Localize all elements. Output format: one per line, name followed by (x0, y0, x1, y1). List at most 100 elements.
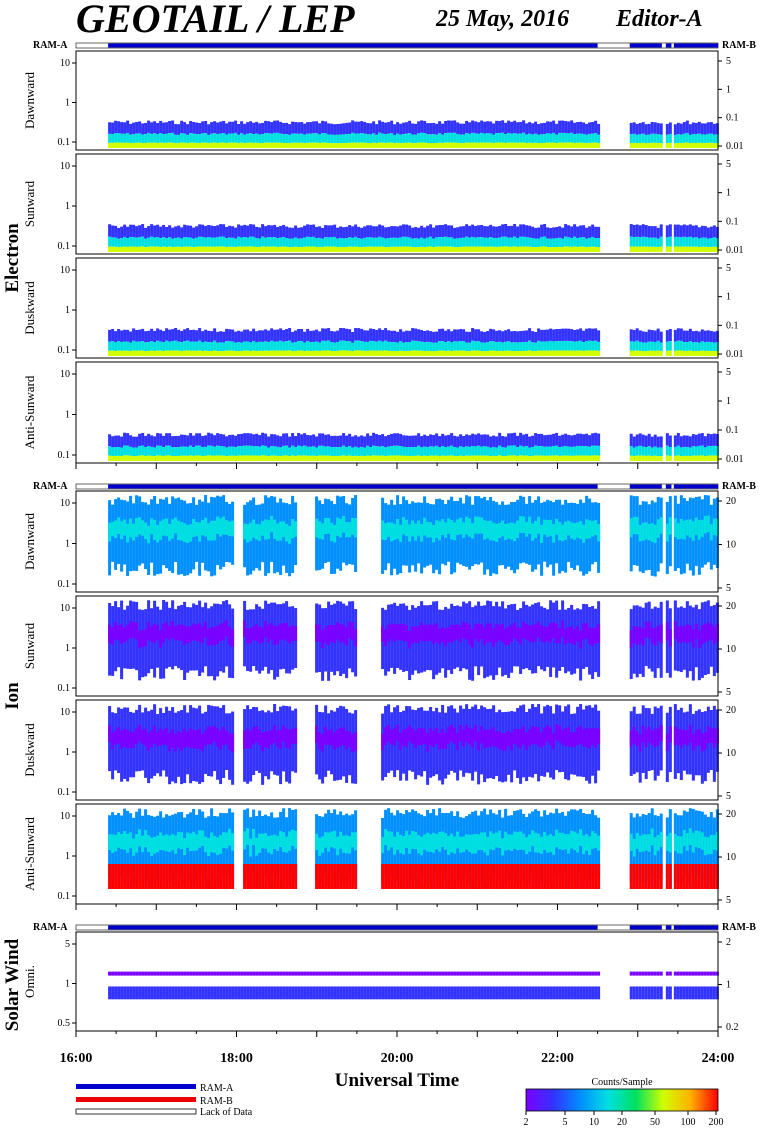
heat-cell (150, 122, 154, 134)
heat-cell (138, 829, 142, 847)
heat-cell (585, 971, 589, 976)
y-tick-label: 1 (65, 305, 70, 316)
heat-cell (644, 435, 648, 448)
heat-cell (267, 121, 271, 134)
heat-cell (531, 455, 535, 461)
heat-cell (183, 142, 187, 148)
heat-cell (659, 725, 663, 742)
heat-cell (632, 133, 636, 143)
heat-cell (225, 328, 229, 342)
heat-cell (198, 455, 202, 461)
heat-cell (414, 238, 418, 248)
heat-cell (303, 143, 307, 148)
heat-cell (186, 340, 190, 351)
heat-cell (585, 445, 589, 456)
heat-cell (156, 224, 160, 238)
heat-cell (546, 350, 550, 356)
heat-cell (174, 435, 178, 448)
heat-cell (228, 434, 232, 447)
heat-cell (543, 864, 547, 889)
heat-cell (715, 446, 719, 456)
heat-cell (291, 351, 295, 356)
heat-cell (456, 238, 460, 248)
heat-cell (285, 971, 289, 976)
heat-cell (549, 350, 553, 356)
heat-cell (249, 342, 253, 352)
heat-cell (159, 445, 163, 456)
heat-cell (483, 121, 487, 134)
heat-cell (162, 864, 166, 889)
heat-cell (435, 986, 439, 1000)
heat-cell (330, 455, 334, 461)
heat-cell (189, 133, 193, 143)
heat-cell (715, 832, 719, 851)
heat-cell (656, 328, 660, 341)
heat-cell (653, 986, 657, 1000)
heat-cell (231, 986, 235, 1000)
heat-cell (177, 730, 181, 748)
heat-cell (453, 836, 457, 854)
heat-cell (665, 350, 669, 356)
heat-cell (561, 238, 565, 248)
heat-cell (159, 433, 163, 446)
heat-cell (489, 436, 493, 448)
heat-cell (570, 246, 574, 252)
heat-cell (147, 864, 151, 889)
heat-cell (405, 122, 409, 134)
heat-cell (703, 350, 707, 356)
heat-cell (138, 237, 142, 247)
heat-cell (381, 446, 385, 456)
y-right-tick-label: 0.01 (726, 454, 744, 465)
heat-cell (420, 350, 424, 356)
heat-cell (156, 350, 160, 356)
heat-cell (417, 728, 421, 745)
heat-cell (342, 455, 346, 461)
heat-cell (486, 864, 490, 889)
y-right-tick-label: 5 (726, 367, 731, 378)
heat-cell (291, 864, 295, 889)
heat-cell (294, 971, 298, 976)
heat-cell (552, 120, 556, 133)
heat-cell (231, 971, 235, 976)
heat-cell (504, 142, 508, 148)
heat-cell (174, 340, 178, 351)
heat-cell (504, 864, 508, 889)
heat-cell (417, 121, 421, 134)
heat-cell (129, 143, 133, 148)
heat-cell (135, 350, 139, 356)
heat-cell (114, 351, 118, 356)
heat-cell (246, 142, 250, 148)
heat-cell (363, 142, 367, 148)
heat-cell (171, 238, 175, 248)
heat-cell (411, 447, 415, 456)
heat-cell (585, 350, 589, 356)
heat-cell (641, 522, 645, 541)
heat-cell (659, 436, 663, 448)
heat-cell (147, 455, 151, 461)
heat-cell (273, 834, 277, 849)
heat-cell (685, 624, 689, 644)
heat-cell (294, 447, 298, 457)
heat-cell (111, 521, 115, 537)
heat-cell (345, 627, 349, 646)
heat-cell (597, 728, 601, 744)
heat-cell (144, 447, 148, 456)
y-tick-label: 0.5 (58, 1018, 71, 1029)
heat-cell (471, 246, 475, 252)
heat-cell (315, 518, 319, 538)
heat-cell (676, 728, 680, 745)
heat-cell (225, 350, 229, 356)
heat-cell (279, 350, 283, 356)
heat-cell (237, 986, 241, 1000)
heat-cell (222, 224, 226, 237)
heat-cell (459, 350, 463, 356)
heat-cell (697, 729, 701, 746)
heat-cell (138, 341, 142, 351)
heat-cell (210, 455, 214, 461)
heat-cell (561, 142, 565, 148)
heat-cell (465, 724, 469, 742)
heat-cell (668, 629, 672, 647)
heat-cell (570, 142, 574, 148)
heat-cell (582, 455, 586, 461)
heat-cell (207, 350, 211, 356)
